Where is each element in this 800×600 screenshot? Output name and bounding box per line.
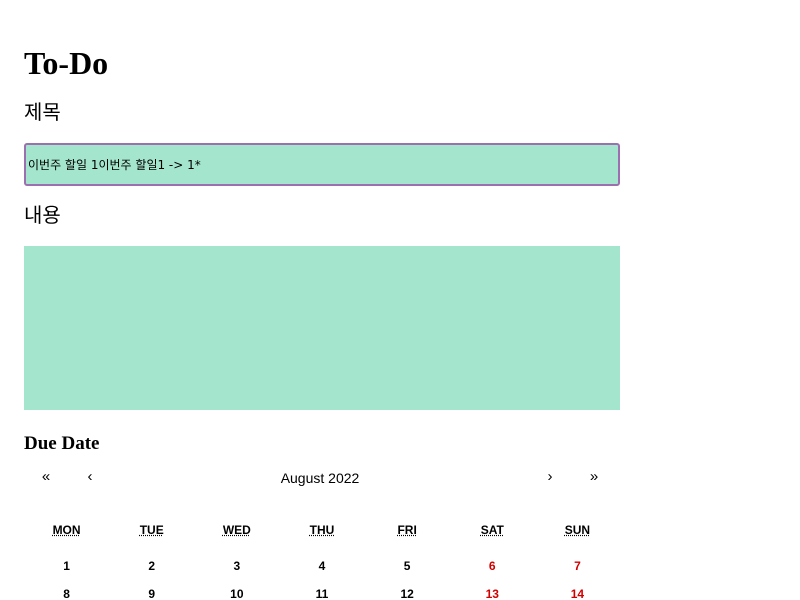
calendar-day-weekend[interactable]: 6 (450, 552, 535, 580)
weekday-label: TUE (139, 523, 164, 537)
page-title: To-Do (24, 45, 109, 81)
title-label: 제목 (24, 100, 61, 124)
weekday-label: WED (222, 523, 251, 537)
content-textarea[interactable] (24, 246, 620, 410)
calendar-day-weekend[interactable]: 14 (535, 580, 620, 600)
calendar-day[interactable]: 8 (24, 580, 109, 600)
title-input[interactable] (24, 143, 620, 186)
weekday-header: MON TUE WED THU FRI SAT SUN (24, 520, 620, 540)
calendar-days: 1 2 3 4 5 6 7 8 9 10 11 12 13 14 (24, 552, 620, 600)
calendar-day[interactable]: 3 (194, 552, 279, 580)
calendar-day[interactable]: 4 (279, 552, 364, 580)
calendar-day[interactable]: 11 (279, 580, 364, 600)
due-date-heading: Due Date (24, 433, 100, 454)
weekday-label: THU (309, 523, 335, 537)
calendar-day[interactable]: 10 (194, 580, 279, 600)
prev-month-button[interactable]: ‹ (68, 460, 112, 494)
calendar-day[interactable]: 2 (109, 552, 194, 580)
weekday-label: MON (52, 523, 81, 537)
next-year-button[interactable]: » (572, 460, 616, 494)
calendar-day[interactable]: 1 (24, 552, 109, 580)
prev-year-button[interactable]: « (24, 460, 68, 494)
calendar-navigation: « ‹ August 2022 › » (24, 460, 620, 494)
weekday-label: SAT (480, 523, 504, 537)
calendar-day[interactable]: 5 (365, 552, 450, 580)
content-label: 내용 (24, 203, 61, 227)
due-date-calendar: « ‹ August 2022 › » MON TUE WED THU FRI … (24, 460, 620, 600)
calendar-day[interactable]: 9 (109, 580, 194, 600)
calendar-day[interactable]: 12 (365, 580, 450, 600)
weekday-label: SUN (564, 523, 591, 537)
calendar-day-weekend[interactable]: 13 (450, 580, 535, 600)
calendar-day-weekend[interactable]: 7 (535, 552, 620, 580)
weekday-label: FRI (397, 523, 417, 537)
next-month-button[interactable]: › (528, 460, 572, 494)
month-label[interactable]: August 2022 (112, 460, 528, 494)
